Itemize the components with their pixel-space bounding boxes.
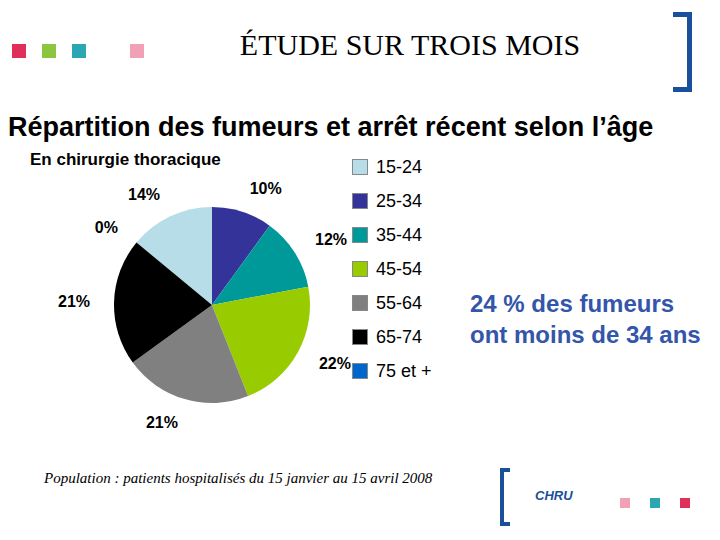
- html-text:Répartition des fumeurs et arr: Répartition des fumeurs et arrêt récent …: [8, 112, 654, 142]
- html-text:CHRU: CHRU: [535, 488, 573, 503]
- html-text:35-44: 35-44: [376, 224, 422, 245]
- html-text:25-34: 25-34: [376, 190, 422, 211]
- svg-text:10%: 10%: [250, 180, 282, 197]
- html-text:24 % des fumeurs ont moins de: 24 % des fumeurs ont moins de 34 ans: [470, 290, 701, 348]
- svg-text:14%: 14%: [128, 186, 160, 203]
- html-text:ÉTUDE SUR TROIS MOIS: ÉTUDE SUR TROIS MOIS: [239, 28, 581, 61]
- html-text:15-24: 15-24: [376, 156, 422, 177]
- svg-text:0%: 0%: [95, 219, 118, 236]
- html-text:65-74: 65-74: [376, 326, 422, 347]
- html-text:Population : patients hospital: Population : patients hospitalisés du 15…: [44, 470, 433, 486]
- svg-text:21%: 21%: [146, 414, 178, 431]
- html-text:En chirurgie thoracique: En chirurgie thoracique: [30, 150, 221, 169]
- html-text:45-54: 45-54: [376, 258, 422, 279]
- html-text:75 et +: 75 et +: [376, 360, 432, 381]
- svg-text:22%: 22%: [319, 355, 351, 372]
- svg-text:21%: 21%: [58, 293, 90, 310]
- html-text:55-64: 55-64: [376, 292, 422, 313]
- svg-text:12%: 12%: [315, 231, 347, 248]
